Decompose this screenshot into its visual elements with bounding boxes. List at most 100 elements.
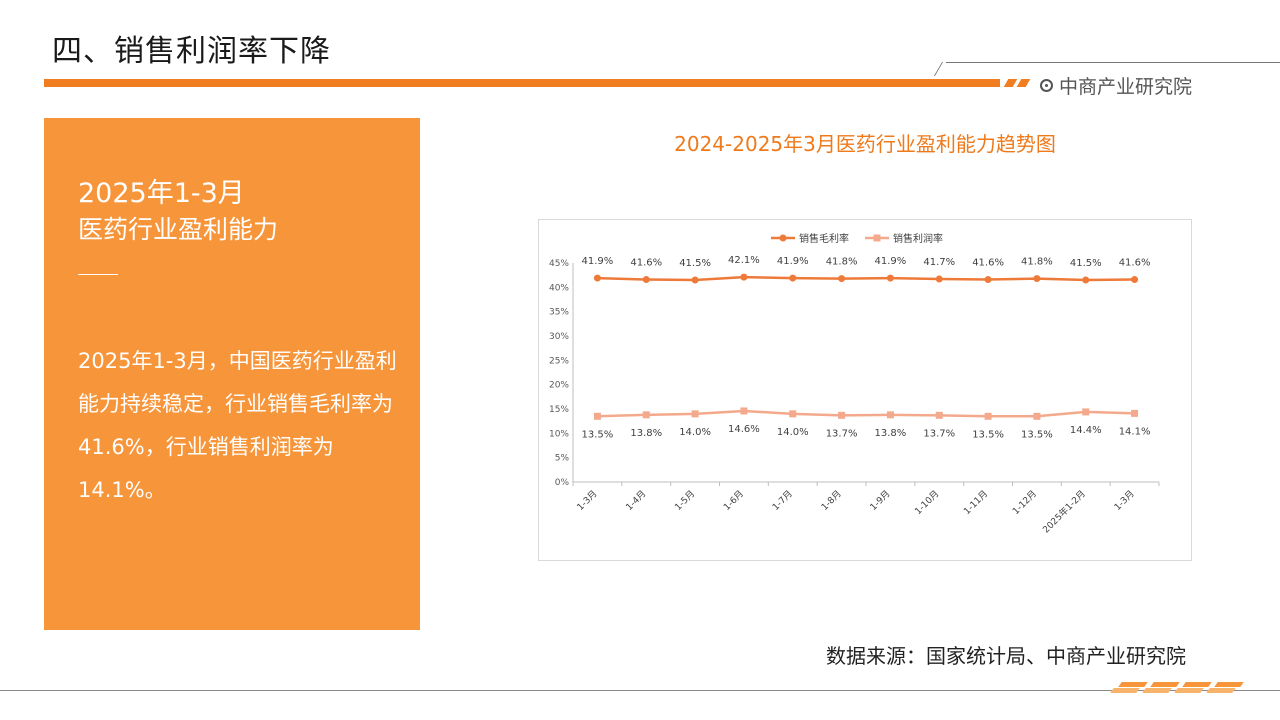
data-point bbox=[789, 274, 797, 282]
legend-marker bbox=[779, 234, 787, 242]
chart-title: 2024-2025年3月医药行业盈利能力趋势图 bbox=[674, 132, 1056, 156]
series-line bbox=[597, 409, 1135, 418]
data-point bbox=[935, 411, 943, 419]
data-point bbox=[886, 411, 894, 419]
y-tick-label: 45% bbox=[549, 259, 569, 269]
data-label: 13.5% bbox=[582, 429, 614, 440]
data-point bbox=[984, 412, 992, 420]
data-point bbox=[1033, 275, 1041, 283]
data-point bbox=[642, 276, 650, 284]
line-chart: 0% 5% 10% 15% 20% 25% 30% 35% 40% 45% 1-3月 1-4月 1-5月… bbox=[549, 232, 1160, 536]
x-tick-label: 1-10月 bbox=[913, 488, 942, 517]
x-tick-label: 1-3月 bbox=[1112, 488, 1137, 513]
footer-stripe bbox=[1214, 682, 1244, 687]
x-tick-label: 1-11月 bbox=[962, 488, 991, 517]
x-tick-label: 1-4月 bbox=[624, 488, 649, 513]
x-tick-label: 1-9月 bbox=[868, 488, 893, 513]
x-tick-label: 2025年1-2月 bbox=[1040, 488, 1088, 536]
footer-stripe bbox=[1174, 688, 1204, 693]
data-point bbox=[1131, 409, 1139, 417]
y-tick-label: 20% bbox=[549, 381, 569, 391]
data-label: 41.6% bbox=[1119, 258, 1151, 269]
series-line bbox=[597, 275, 1135, 282]
data-point bbox=[935, 275, 943, 283]
footer-stripe bbox=[1118, 682, 1148, 687]
y-tick-label: 5% bbox=[555, 454, 570, 464]
footer-stripe bbox=[1150, 682, 1180, 687]
data-label: 41.6% bbox=[972, 258, 1004, 269]
x-tick-label: 1-6月 bbox=[721, 488, 746, 513]
brand-logo: 中商产业研究院 bbox=[1040, 72, 1192, 99]
footer-stripe bbox=[1142, 688, 1172, 693]
data-label: 14.1% bbox=[1119, 426, 1151, 437]
data-point bbox=[838, 411, 846, 419]
y-tick-label: 0% bbox=[555, 478, 570, 488]
y-tick-label: 15% bbox=[549, 405, 569, 415]
data-label: 14.4% bbox=[1070, 425, 1102, 436]
footer-line bbox=[0, 690, 1280, 691]
data-point bbox=[642, 411, 650, 419]
data-label: 14.0% bbox=[777, 427, 809, 438]
data-point bbox=[740, 273, 748, 281]
data-label: 41.5% bbox=[679, 258, 711, 269]
data-label: 14.6% bbox=[728, 424, 760, 435]
page-title: 四、销售利润率下降 bbox=[52, 34, 331, 69]
data-point bbox=[789, 410, 797, 418]
data-label: 41.9% bbox=[875, 256, 907, 267]
y-tick-label: 40% bbox=[549, 283, 569, 293]
header-accent-bar bbox=[44, 79, 1000, 87]
data-point bbox=[838, 275, 846, 283]
data-point bbox=[740, 407, 748, 415]
y-tick-label: 35% bbox=[549, 308, 569, 318]
x-tick-label: 1-3月 bbox=[575, 488, 600, 513]
footer-stripe bbox=[1182, 682, 1212, 687]
legend-marker bbox=[873, 234, 881, 242]
data-label: 42.1% bbox=[728, 255, 760, 266]
x-tick-label: 1-5月 bbox=[673, 488, 698, 513]
data-point bbox=[1082, 276, 1090, 284]
data-point bbox=[593, 274, 601, 282]
data-label: 41.7% bbox=[923, 257, 955, 268]
header-divider-tick bbox=[933, 62, 944, 76]
data-point bbox=[691, 276, 699, 284]
data-label: 13.8% bbox=[875, 428, 907, 439]
chart-frame: 0% 5% 10% 15% 20% 25% 30% 35% 40% 45% 1-3月 1-4月 1-5月… bbox=[538, 219, 1192, 561]
brand-name: 中商产业研究院 bbox=[1059, 76, 1193, 98]
footer-stripe bbox=[1206, 688, 1236, 693]
data-label: 41.6% bbox=[630, 258, 662, 269]
data-source: 数据来源：国家统计局、中商产业研究院 bbox=[826, 644, 1186, 668]
header-divider-line bbox=[946, 62, 1280, 63]
x-tick-label: 1-7月 bbox=[770, 488, 795, 513]
panel-divider bbox=[78, 274, 118, 275]
data-label: 41.9% bbox=[777, 256, 809, 267]
data-label: 14.0% bbox=[679, 427, 711, 438]
data-point bbox=[886, 274, 894, 282]
data-label: 41.8% bbox=[1021, 257, 1053, 268]
legend-label: 销售毛利率 bbox=[799, 232, 849, 245]
footer-stripe bbox=[1110, 688, 1140, 693]
header-slash-decoration bbox=[1003, 79, 1018, 87]
data-label: 41.5% bbox=[1070, 258, 1102, 269]
data-point bbox=[1082, 408, 1090, 416]
data-label: 41.9% bbox=[582, 256, 614, 267]
y-tick-label: 25% bbox=[549, 356, 569, 366]
y-tick-label: 30% bbox=[549, 332, 569, 342]
data-point bbox=[984, 276, 992, 284]
data-label: 13.8% bbox=[630, 428, 662, 439]
data-label: 13.7% bbox=[826, 428, 858, 439]
header-slash-decoration bbox=[1016, 79, 1031, 87]
summary-panel: 2025年1-3月 医药行业盈利能力 2025年1-3月，中国医药行业盈利能力持… bbox=[44, 118, 420, 630]
data-label: 13.7% bbox=[923, 428, 955, 439]
legend-label: 销售利润率 bbox=[893, 232, 943, 245]
data-point bbox=[1033, 412, 1041, 420]
panel-heading-period: 2025年1-3月 bbox=[78, 178, 245, 209]
panel-body-text: 2025年1-3月，中国医药行业盈利能力持续稳定，行业销售毛利率为41.6%，行… bbox=[78, 349, 397, 502]
data-point bbox=[1131, 276, 1139, 284]
data-point bbox=[593, 412, 601, 420]
data-label: 41.8% bbox=[826, 257, 858, 268]
x-tick-label: 1-12月 bbox=[1010, 488, 1039, 517]
y-tick-label: 10% bbox=[549, 429, 569, 439]
data-label: 13.5% bbox=[1021, 429, 1053, 440]
target-icon bbox=[1040, 79, 1053, 92]
data-point bbox=[691, 410, 699, 418]
